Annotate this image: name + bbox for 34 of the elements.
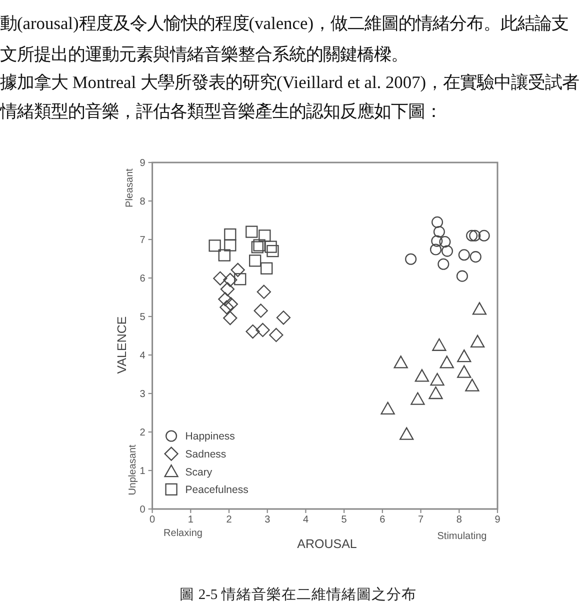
y-tick-label: 9 <box>140 158 146 170</box>
y-tick-label: 1 <box>140 466 146 478</box>
y-tick-label: 8 <box>140 196 146 208</box>
x-tick-label: 2 <box>226 514 232 526</box>
legend-label: Sadness <box>185 448 226 460</box>
x-tick-label: 5 <box>341 514 348 526</box>
legend-label: Happiness <box>185 430 235 443</box>
x-tick-label: 1 <box>188 514 194 526</box>
x-tick-label: 7 <box>418 514 424 526</box>
x-tick-label: 6 <box>380 514 386 526</box>
text: Relaxing <box>164 528 202 539</box>
y-tick-label: 5 <box>140 312 146 324</box>
legend-label: Scary <box>185 466 213 478</box>
y-tick-label: 2 <box>140 428 146 439</box>
text: 據加拿大 Montreal 大學所發表的研究(Vieillard et al. 2007)，在實驗中讓受試者 <box>0 72 580 92</box>
text: 圖 2-5 情緒音樂在二維情緒圖之分布 <box>180 586 416 603</box>
x-axis-title: AROUSAL <box>297 537 357 551</box>
text: Unpleasant <box>128 444 138 496</box>
y-tick-label: 6 <box>140 274 146 285</box>
text: 動(arousal)程度及令人愉快的程度(valence)，做二維圖的情緒分布。此結論支 <box>0 13 568 33</box>
x-tick-label: 4 <box>302 514 309 526</box>
text: 文所提出的運動元素與情緒音樂整合系統的關鍵橋樑。 <box>0 44 408 64</box>
x-tick-label: 9 <box>494 514 501 526</box>
y-tick-label: 7 <box>140 235 146 246</box>
text: Stimulating <box>437 531 487 542</box>
x-tick-label: 3 <box>264 514 271 526</box>
x-tick-label: 8 <box>456 514 462 526</box>
y-axis-title: VALENCE <box>115 316 129 374</box>
y-tick-label: 3 <box>140 389 146 400</box>
text: Pleasant <box>124 168 136 208</box>
legend-label: Peacefulness <box>185 484 248 496</box>
y-tick-label: 0 <box>140 504 146 516</box>
x-tick-label: 0 <box>150 514 156 526</box>
y-tick-label: 4 <box>140 350 146 362</box>
